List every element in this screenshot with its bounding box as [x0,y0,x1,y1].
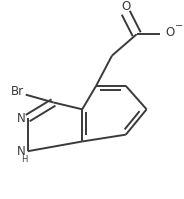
Text: O: O [166,26,175,39]
Text: H: H [22,154,28,164]
Text: N: N [16,145,25,158]
Text: O: O [121,0,130,13]
Text: Br: Br [11,85,24,98]
Text: N: N [16,112,25,125]
Text: −: − [175,21,183,31]
